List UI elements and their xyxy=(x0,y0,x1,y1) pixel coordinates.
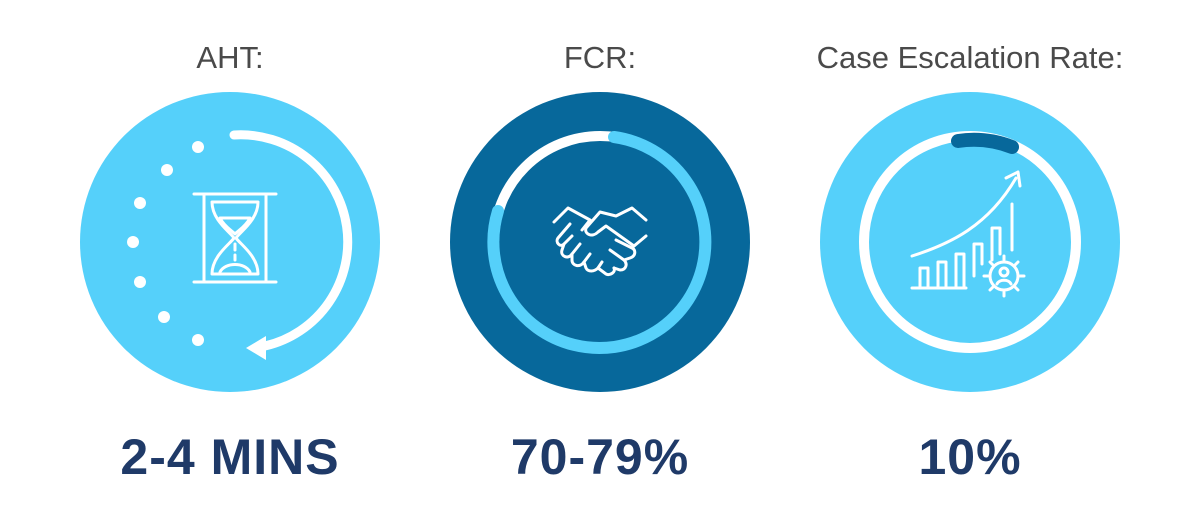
fcr-badge xyxy=(450,92,750,392)
metric-value-escalation: 10% xyxy=(918,429,1022,485)
escalation-progress-arc xyxy=(951,132,1019,154)
metric-label-aht: AHT: xyxy=(196,40,264,75)
growth-chart-gear-icon xyxy=(910,170,1026,298)
metric-card-escalation: Case Escalation Rate: 1 xyxy=(790,0,1150,531)
aht-arrow-head xyxy=(246,336,266,360)
metric-card-aht: AHT: xyxy=(50,0,410,531)
metric-value-aht: 2-4 MINS xyxy=(120,429,340,485)
hourglass-icon xyxy=(192,192,278,284)
metric-label-fcr: FCR: xyxy=(563,40,637,75)
escalation-badge xyxy=(820,92,1120,392)
aht-circle-graphic xyxy=(80,92,380,392)
aht-dots xyxy=(127,141,204,346)
fcr-circle-graphic xyxy=(450,92,750,392)
metric-card-fcr: FCR: 70-79% xyxy=(420,0,780,531)
fcr-progress-arc xyxy=(487,131,712,354)
handshake-icon xyxy=(552,206,648,276)
metric-value-fcr: 70-79% xyxy=(510,429,690,485)
aht-badge xyxy=(80,92,380,392)
escalation-circle-graphic xyxy=(820,92,1120,392)
aht-progress-arc xyxy=(229,130,353,351)
metric-label-escalation: Case Escalation Rate: xyxy=(816,40,1124,75)
